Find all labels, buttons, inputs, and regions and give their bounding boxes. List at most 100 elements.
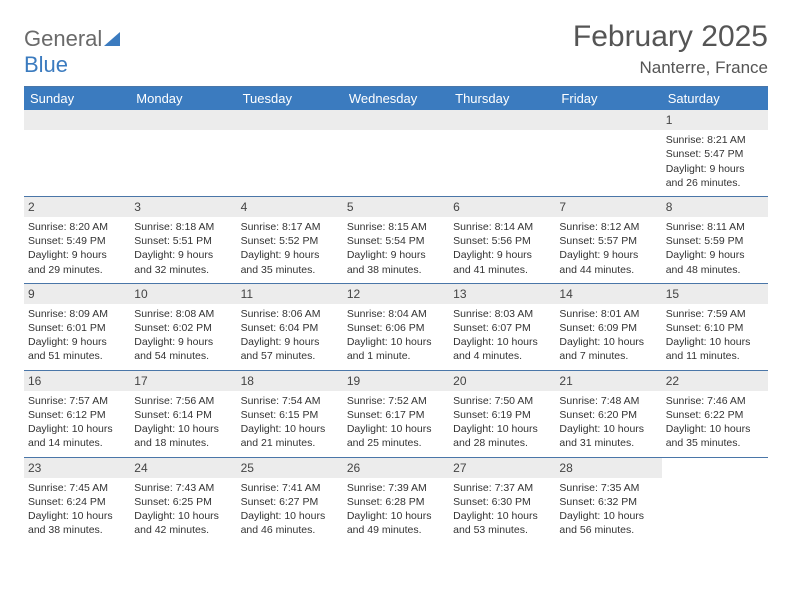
daylight-line: Daylight: 10 hours and 28 minutes. — [453, 422, 551, 450]
day-details: Sunrise: 7:35 AMSunset: 6:32 PMDaylight:… — [559, 481, 657, 538]
sunset-line: Sunset: 6:12 PM — [28, 408, 126, 422]
sunrise-line: Sunrise: 8:03 AM — [453, 307, 551, 321]
sunset-line: Sunset: 6:09 PM — [559, 321, 657, 335]
daylight-line: Daylight: 10 hours and 31 minutes. — [559, 422, 657, 450]
header: General Blue February 2025 Nanterre, Fra… — [24, 20, 768, 78]
calendar: SundayMondayTuesdayWednesdayThursdayFrid… — [24, 87, 768, 543]
day-number — [130, 110, 236, 130]
sunrise-line: Sunrise: 8:18 AM — [134, 220, 232, 234]
sunset-line: Sunset: 5:54 PM — [347, 234, 445, 248]
calendar-week: 2 Sunrise: 8:20 AMSunset: 5:49 PMDaylight… — [24, 197, 768, 284]
calendar-week: 16 Sunrise: 7:57 AMSunset: 6:12 PMDayligh… — [24, 371, 768, 458]
day-details: Sunrise: 8:03 AMSunset: 6:07 PMDaylight:… — [453, 307, 551, 364]
sunrise-line: Sunrise: 7:45 AM — [28, 481, 126, 495]
calendar-week: 1Sunrise: 8:21 AMSunset: 5:47 PMDaylight… — [24, 110, 768, 197]
daylight-line: Daylight: 10 hours and 14 minutes. — [28, 422, 126, 450]
day-details: Sunrise: 7:45 AMSunset: 6:24 PMDaylight:… — [28, 481, 126, 538]
daylight-line: Daylight: 9 hours and 51 minutes. — [28, 335, 126, 363]
location-label: Nanterre, France — [573, 58, 768, 78]
day-number: 3 — [130, 197, 236, 217]
calendar-cell: 3Sunrise: 8:18 AMSunset: 5:51 PMDaylight… — [130, 197, 236, 283]
day-number: 24 — [130, 458, 236, 478]
sunrise-line: Sunrise: 8:21 AM — [666, 133, 764, 147]
day-number — [555, 110, 661, 130]
sunrise-line: Sunrise: 8:11 AM — [666, 220, 764, 234]
day-details: Sunrise: 7:37 AMSunset: 6:30 PMDaylight:… — [453, 481, 551, 538]
daylight-line: Daylight: 10 hours and 35 minutes. — [666, 422, 764, 450]
calendar-cell: 17Sunrise: 7:56 AMSunset: 6:14 PMDayligh… — [130, 371, 236, 457]
day-number: 18 — [237, 371, 343, 391]
calendar-cell: 5Sunrise: 8:15 AMSunset: 5:54 PMDaylight… — [343, 197, 449, 283]
day-number: 13 — [449, 284, 555, 304]
day-number: 27 — [449, 458, 555, 478]
weekday-header: Thursday — [449, 87, 555, 110]
sunrise-line: Sunrise: 7:37 AM — [453, 481, 551, 495]
sunset-line: Sunset: 6:28 PM — [347, 495, 445, 509]
daylight-line: Daylight: 9 hours and 32 minutes. — [134, 248, 232, 276]
day-number: 10 — [130, 284, 236, 304]
day-details: Sunrise: 7:41 AMSunset: 6:27 PMDaylight:… — [241, 481, 339, 538]
day-number: 16 — [24, 371, 130, 391]
sunrise-line: Sunrise: 7:35 AM — [559, 481, 657, 495]
daylight-line: Daylight: 10 hours and 11 minutes. — [666, 335, 764, 363]
calendar-cell: 22Sunrise: 7:46 AMSunset: 6:22 PMDayligh… — [662, 371, 768, 457]
daylight-line: Daylight: 9 hours and 38 minutes. — [347, 248, 445, 276]
day-number: 12 — [343, 284, 449, 304]
daylight-line: Daylight: 10 hours and 25 minutes. — [347, 422, 445, 450]
day-number: 2 — [24, 197, 130, 217]
calendar-cell: 14Sunrise: 8:01 AMSunset: 6:09 PMDayligh… — [555, 284, 661, 370]
calendar-cell: 24 Sunrise: 7:43 AMSunset: 6:25 PMDayligh… — [130, 458, 236, 544]
day-details: Sunrise: 8:15 AMSunset: 5:54 PMDaylight:… — [347, 220, 445, 277]
weekday-header: Sunday — [24, 87, 130, 110]
sunset-line: Sunset: 6:17 PM — [347, 408, 445, 422]
sunset-line: Sunset: 6:10 PM — [666, 321, 764, 335]
calendar-week: 23Sunrise: 7:45 AMSunset: 6:24 PMDayligh… — [24, 458, 768, 544]
weekday-header: Monday — [130, 87, 236, 110]
sunrise-line: Sunrise: 7:52 AM — [347, 394, 445, 408]
day-number: 20 — [449, 371, 555, 391]
daylight-line: Daylight: 10 hours and 1 minute. — [347, 335, 445, 363]
day-details: Sunrise: 7:39 AMSunset: 6:28 PMDaylight:… — [347, 481, 445, 538]
daylight-line: Daylight: 9 hours and 57 minutes. — [241, 335, 339, 363]
day-number: 9 — [24, 284, 130, 304]
day-number: 26 — [343, 458, 449, 478]
calendar-cell: 20Sunrise: 7:50 AMSunset: 6:19 PMDayligh… — [449, 371, 555, 457]
calendar-cell: 7Sunrise: 8:12 AMSunset: 5:57 PMDaylight… — [555, 197, 661, 283]
sunset-line: Sunset: 6:19 PM — [453, 408, 551, 422]
day-details: Sunrise: 8:12 AMSunset: 5:57 PMDaylight:… — [559, 220, 657, 277]
day-details: Sunrise: 7:43 AMSunset: 6:25 PMDaylight:… — [134, 481, 232, 538]
sunrise-line: Sunrise: 7:39 AM — [347, 481, 445, 495]
day-number: 1 — [662, 110, 768, 130]
day-number: 6 — [449, 197, 555, 217]
weekday-header: Wednesday — [343, 87, 449, 110]
sunrise-line: Sunrise: 8:17 AM — [241, 220, 339, 234]
calendar-cell-empty — [449, 110, 555, 196]
sunrise-line: Sunrise: 7:59 AM — [666, 307, 764, 321]
calendar-cell: 21Sunrise: 7:48 AMSunset: 6:20 PMDayligh… — [555, 371, 661, 457]
weekday-header: Tuesday — [237, 87, 343, 110]
day-details: Sunrise: 8:08 AMSunset: 6:02 PMDaylight:… — [134, 307, 232, 364]
calendar-cell-empty — [24, 110, 130, 196]
calendar-cell: 27 Sunrise: 7:37 AMSunset: 6:30 PMDayligh… — [449, 458, 555, 544]
calendar-cell: 6Sunrise: 8:14 AMSunset: 5:56 PMDaylight… — [449, 197, 555, 283]
day-details: Sunrise: 8:20 AMSunset: 5:49 PMDaylight:… — [28, 220, 126, 277]
sunset-line: Sunset: 6:24 PM — [28, 495, 126, 509]
day-details: Sunrise: 7:57 AMSunset: 6:12 PMDaylight:… — [28, 394, 126, 451]
sunset-line: Sunset: 5:52 PM — [241, 234, 339, 248]
sunrise-line: Sunrise: 7:56 AM — [134, 394, 232, 408]
day-details: Sunrise: 8:01 AMSunset: 6:09 PMDaylight:… — [559, 307, 657, 364]
daylight-line: Daylight: 9 hours and 48 minutes. — [666, 248, 764, 276]
day-number: 15 — [662, 284, 768, 304]
day-number — [662, 458, 768, 478]
calendar-cell: 12Sunrise: 8:04 AMSunset: 6:06 PMDayligh… — [343, 284, 449, 370]
calendar-cell-empty — [343, 110, 449, 196]
daylight-line: Daylight: 9 hours and 35 minutes. — [241, 248, 339, 276]
day-details: Sunrise: 8:09 AMSunset: 6:01 PMDaylight:… — [28, 307, 126, 364]
daylight-line: Daylight: 9 hours and 29 minutes. — [28, 248, 126, 276]
logo-word-1: General — [24, 26, 102, 51]
day-number: 8 — [662, 197, 768, 217]
daylight-line: Daylight: 10 hours and 7 minutes. — [559, 335, 657, 363]
sail-icon — [104, 30, 124, 51]
day-number — [237, 110, 343, 130]
page-title: February 2025 — [573, 20, 768, 54]
